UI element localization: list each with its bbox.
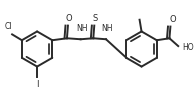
Text: O: O <box>66 14 72 23</box>
Text: S: S <box>93 14 98 23</box>
Text: I: I <box>36 80 38 89</box>
Text: HO: HO <box>182 43 194 52</box>
Text: NH: NH <box>101 24 113 33</box>
Text: NH: NH <box>76 24 87 33</box>
Text: O: O <box>169 15 176 24</box>
Text: Cl: Cl <box>4 22 12 31</box>
